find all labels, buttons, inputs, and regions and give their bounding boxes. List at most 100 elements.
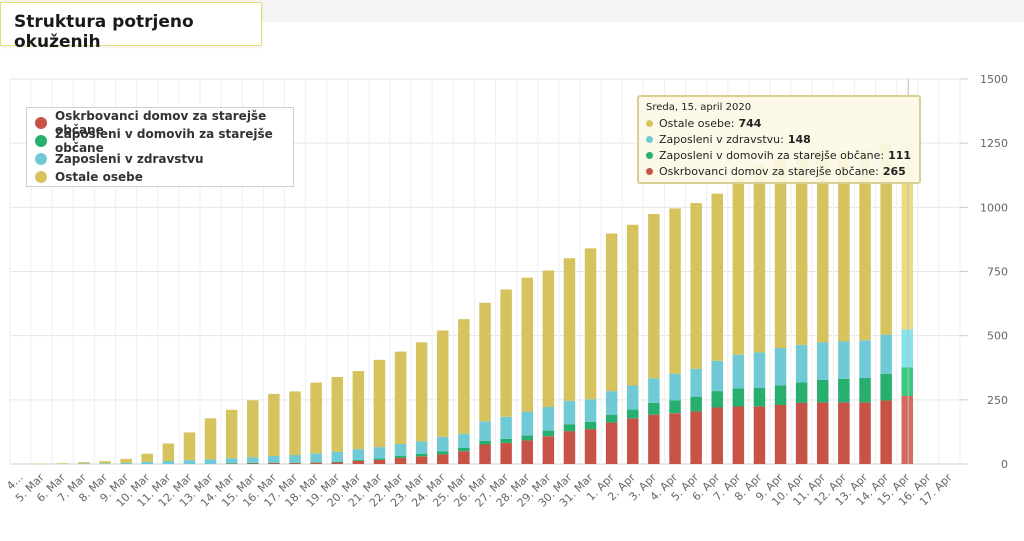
bar-segment-oskrbovanci[interactable] — [331, 462, 344, 465]
bar-segment-zdravstvo[interactable] — [817, 342, 829, 380]
bar-segment-zdravstvo[interactable] — [458, 433, 470, 448]
bar-segment-zdravstvo[interactable] — [627, 385, 639, 410]
bar-segment-zaposleni-domovi[interactable] — [225, 463, 238, 464]
bar-segment-ostale[interactable] — [563, 258, 576, 401]
bar-segment-zdravstvo[interactable] — [774, 348, 787, 386]
bar-segment-oskrbovanci[interactable] — [415, 456, 428, 464]
bar-segment-oskrbovanci[interactable] — [690, 411, 702, 464]
bar-segment-zdravstvo[interactable] — [880, 334, 892, 374]
bar-segment-zaposleni-domovi[interactable] — [247, 463, 259, 464]
bar-segment-oskrbovanci[interactable] — [225, 463, 238, 465]
bar-segment-ostale[interactable] — [183, 432, 196, 461]
bar-segment-ostale[interactable] — [584, 248, 597, 400]
bar-segment-zaposleni-domovi[interactable] — [394, 455, 407, 458]
bar-segment-ostale[interactable] — [521, 277, 534, 412]
bar-segment-zaposleni-domovi[interactable] — [711, 391, 724, 408]
bar-segment-ostale[interactable] — [437, 330, 449, 437]
bar-segment-ostale[interactable] — [120, 458, 132, 463]
bar-segment-oskrbovanci[interactable] — [859, 402, 871, 464]
bar-segment-ostale[interactable] — [268, 393, 280, 456]
bar-segment-zdravstvo[interactable] — [542, 407, 555, 431]
bar-segment-ostale[interactable] — [99, 461, 111, 464]
bar-segment-zaposleni-domovi[interactable] — [753, 387, 766, 407]
bar-segment-ostale[interactable] — [648, 214, 660, 379]
bar-segment-zdravstvo[interactable] — [183, 460, 196, 464]
bar-segment-ostale[interactable] — [690, 203, 702, 369]
bar-segment-zaposleni-domovi[interactable] — [605, 414, 618, 423]
bar-segment-zdravstvo[interactable] — [352, 449, 365, 460]
bar-segment-zdravstvo[interactable] — [500, 416, 512, 439]
bar-segment-oskrbovanci[interactable] — [479, 444, 491, 465]
bar-segment-zaposleni-domovi[interactable] — [774, 385, 787, 406]
bar-segment-oskrbovanci[interactable] — [901, 396, 914, 464]
bar-segment-oskrbovanci[interactable] — [838, 402, 850, 464]
bar-segment-oskrbovanci[interactable] — [289, 463, 301, 464]
bar-segment-zaposleni-domovi[interactable] — [859, 377, 871, 403]
bar-segment-ostale[interactable] — [901, 138, 914, 330]
bar-segment-ostale[interactable] — [817, 151, 829, 343]
bar-segment-ostale[interactable] — [774, 157, 787, 348]
bar-segment-oskrbovanci[interactable] — [605, 422, 618, 464]
bar-segment-zdravstvo[interactable] — [373, 447, 386, 459]
bar-segment-ostale[interactable] — [732, 176, 745, 355]
bar-segment-zaposleni-domovi[interactable] — [500, 438, 512, 443]
bar-segment-zaposleni-domovi[interactable] — [838, 378, 850, 403]
bar-segment-ostale[interactable] — [78, 462, 90, 464]
bar-segment-zdravstvo[interactable] — [394, 444, 407, 456]
bar-segment-oskrbovanci[interactable] — [500, 443, 512, 464]
bar-segment-zaposleni-domovi[interactable] — [648, 402, 660, 415]
bar-segment-ostale[interactable] — [605, 233, 618, 392]
bar-segment-ostale[interactable] — [247, 400, 259, 458]
bar-segment-ostale[interactable] — [352, 371, 365, 450]
bar-segment-ostale[interactable] — [880, 143, 892, 335]
bar-segment-ostale[interactable] — [162, 443, 175, 462]
bar-segment-oskrbovanci[interactable] — [627, 418, 639, 464]
bar-segment-oskrbovanci[interactable] — [394, 457, 407, 464]
bar-segment-zdravstvo[interactable] — [711, 360, 724, 392]
bar-segment-zdravstvo[interactable] — [331, 451, 344, 462]
bar-segment-zaposleni-domovi[interactable] — [310, 462, 322, 463]
legend-item-zaposleni-domovi[interactable]: Zaposleni v domovih za starejše občane — [35, 127, 293, 155]
bar-segment-ostale[interactable] — [225, 409, 238, 459]
bar-segment-zaposleni-domovi[interactable] — [795, 382, 808, 403]
legend-item-ostale[interactable]: Ostale osebe — [35, 168, 293, 186]
bar-segment-zdravstvo[interactable] — [437, 436, 449, 452]
bar-segment-zdravstvo[interactable] — [732, 354, 745, 389]
bar-segment-zaposleni-domovi[interactable] — [901, 367, 914, 397]
bar-segment-oskrbovanci[interactable] — [669, 413, 681, 464]
bar-segment-zdravstvo[interactable] — [268, 456, 280, 463]
bar-segment-zaposleni-domovi[interactable] — [880, 373, 892, 401]
bar-segment-zdravstvo[interactable] — [162, 460, 175, 464]
bar-segment-ostale[interactable] — [711, 193, 724, 361]
bar-segment-zaposleni-domovi[interactable] — [669, 400, 681, 414]
bar-segment-oskrbovanci[interactable] — [521, 440, 534, 464]
bar-segment-zaposleni-domovi[interactable] — [437, 451, 449, 455]
bar-segment-zaposleni-domovi[interactable] — [627, 409, 639, 419]
bar-segment-zdravstvo[interactable] — [901, 329, 914, 368]
bar-segment-zaposleni-domovi[interactable] — [352, 459, 365, 461]
bar-segment-zaposleni-domovi[interactable] — [563, 424, 576, 432]
bar-segment-zdravstvo[interactable] — [753, 352, 766, 388]
bar-segment-zaposleni-domovi[interactable] — [458, 447, 470, 452]
bar-segment-ostale[interactable] — [204, 418, 217, 460]
bar-segment-oskrbovanci[interactable] — [711, 407, 724, 465]
legend-item-zdravstvo[interactable]: Zaposleni v zdravstvu — [35, 150, 293, 168]
bar-segment-zdravstvo[interactable] — [859, 340, 871, 378]
bar-segment-zdravstvo[interactable] — [795, 344, 808, 383]
bar-segment-zdravstvo[interactable] — [204, 459, 217, 464]
bar-segment-ostale[interactable] — [415, 342, 428, 442]
bar-segment-oskrbovanci[interactable] — [880, 400, 892, 464]
bar-segment-zaposleni-domovi[interactable] — [732, 388, 745, 407]
bar-segment-zdravstvo[interactable] — [99, 463, 111, 464]
bar-segment-ostale[interactable] — [479, 302, 491, 422]
bar-segment-ostale[interactable] — [669, 208, 681, 374]
bar-segment-oskrbovanci[interactable] — [268, 463, 280, 464]
bar-segment-zdravstvo[interactable] — [310, 453, 322, 463]
bar-segment-ostale[interactable] — [458, 319, 470, 434]
bar-segment-oskrbovanci[interactable] — [352, 460, 365, 464]
bar-segment-zdravstvo[interactable] — [225, 458, 238, 464]
bar-segment-zaposleni-domovi[interactable] — [479, 440, 491, 445]
bar-segment-zdravstvo[interactable] — [584, 399, 597, 422]
bar-segment-oskrbovanci[interactable] — [732, 406, 745, 465]
bar-segment-zaposleni-domovi[interactable] — [690, 397, 702, 412]
